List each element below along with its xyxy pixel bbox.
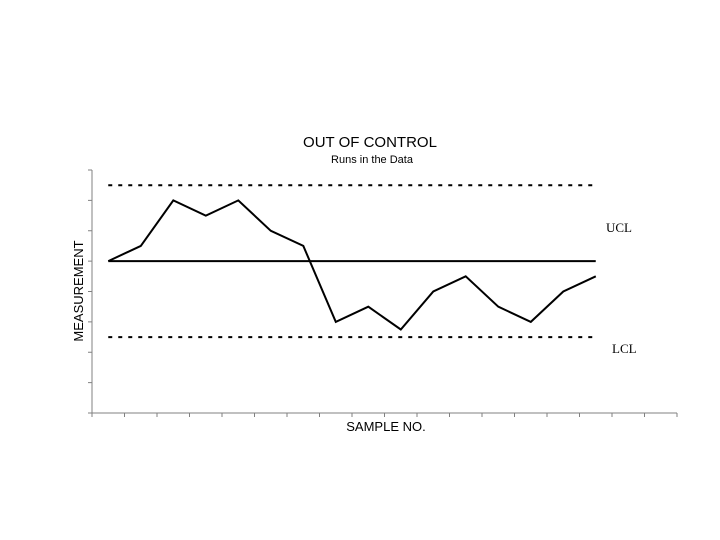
series-layer [107, 199, 597, 331]
axes [88, 169, 678, 417]
control-limits [108, 184, 596, 339]
x-axis-label: SAMPLE NO. [346, 419, 425, 434]
lcl-label: LCL [612, 341, 637, 356]
y-axis-label: MEASUREMENT [71, 240, 86, 341]
chart-subtitle: Runs in the Data [331, 154, 414, 166]
chart-title: OUT OF CONTROL [303, 134, 437, 151]
measurement-series-line [107, 199, 597, 331]
ucl-label: UCL [606, 220, 632, 235]
